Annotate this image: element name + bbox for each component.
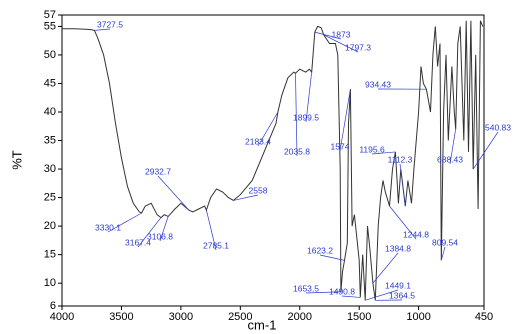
peak-label: 1873 [332,29,351,39]
peak-leader [233,194,259,201]
y-tick-label: 40 [44,106,56,118]
peak-label: 1623.2 [307,245,333,255]
peak-leader [365,289,399,301]
peak-label: 2785.1 [203,240,229,250]
peak-label: 809.54 [432,237,458,247]
peak-leader [107,212,142,233]
peak-leader [372,252,399,284]
peak-leader [323,34,359,53]
peak-label: 1364.5 [389,290,415,300]
peak-leader [305,291,341,294]
peak-leader [257,111,279,147]
peak-label: 1112.3 [388,154,413,164]
peak-label: 2183.4 [245,136,271,146]
peak-label: 2558 [249,185,268,195]
peak-label: 540.83 [485,122,511,132]
peak-leader [341,295,361,298]
peak-leader [94,28,111,31]
y-tick-label: 57 [44,9,56,21]
peak-leader [295,73,298,157]
spectrum-line [62,20,484,301]
x-tick-label: 2000 [288,311,312,323]
x-tick-label: 450 [475,311,493,323]
peak-label: 3330.1 [95,222,121,232]
peak-label: 934.43 [365,79,391,89]
peak-label: 1195.6 [359,144,385,154]
peak-leader [472,131,499,170]
peak-label: 2932.7 [145,166,171,176]
y-tick-label: 15 [44,249,56,261]
peak-label: 1244.8 [403,229,429,239]
peak-label: 1449.1 [385,280,411,290]
y-tick-label: 10 [44,277,56,289]
x-tick-label: 2500 [228,311,252,323]
peak-label: 2035.8 [284,146,310,156]
peak-leader [399,163,406,207]
peak-label: 3106.8 [147,231,173,241]
peak-leader [339,89,351,152]
peak-leader [314,31,342,40]
y-tick-label: 30 [44,163,56,175]
y-tick-label: 25 [44,191,56,203]
y-tick-label: 45 [44,77,56,89]
peak-leader [305,72,313,123]
y-tick-label: 35 [44,134,56,146]
plot-frame [61,14,485,307]
peak-label: 1574 [331,141,350,151]
peak-leader [157,175,190,211]
peak-label: 3727.5 [97,19,123,29]
peak-label: 3167.4 [125,237,151,247]
peak-leader [449,129,457,165]
x-tick-label: 1000 [406,311,430,323]
y-tick-label: 50 [44,49,56,61]
peak-leader [440,246,446,261]
peak-leader [389,205,417,240]
x-tick-label: 3000 [169,311,193,323]
y-tick-label: 55 [44,20,56,32]
peak-label: 1797.3 [345,42,371,52]
y-tick-label: 20 [44,220,56,232]
peak-label: 1653.5 [293,283,319,293]
x-axis-title: cm-1 [248,317,277,332]
peak-leader [206,210,217,251]
peak-label: 688.43 [437,154,463,164]
peak-leader [319,254,345,261]
x-tick-label: 4000 [50,311,74,323]
x-tick-label: 1500 [347,311,371,323]
peak-label: 1899.5 [293,112,319,122]
y-tick-label: 6 [50,300,56,312]
x-tick-label: 3500 [109,311,133,323]
peak-leader [137,217,162,248]
peak-label: 1384.8 [385,243,411,253]
y-axis-title: %T [9,150,24,170]
peak-leader [159,216,169,242]
peak-label: 1490.8 [329,286,355,296]
peak-leader [371,151,396,155]
